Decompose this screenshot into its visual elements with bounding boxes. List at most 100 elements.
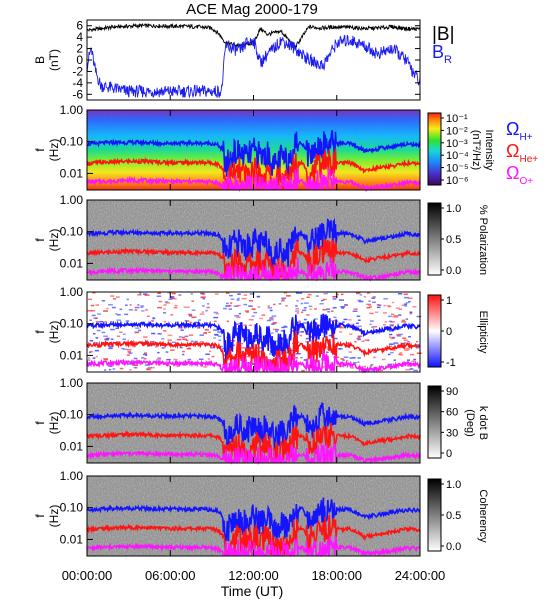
ellipticity-cell [228,304,232,307]
ellipticity-cell [166,358,171,361]
ellipticity-cell [391,343,395,345]
ellipticity-cell [372,301,376,303]
ellipticity-cell [392,336,395,339]
legend-subscript: O+ [519,176,533,187]
ellipticity-cell [171,297,175,300]
ellipticity-cell [325,346,331,348]
ellipticity-cell [321,331,325,334]
ellipticity-cell [253,311,258,314]
ellipticity-cell [116,296,120,298]
ellipticity-cell [209,350,212,353]
y-tick-label: 6 [76,19,83,33]
ellipticity-cell [382,324,387,326]
ellipticity-cell [353,308,358,310]
ellipticity-cell [356,292,361,294]
ellipticity-cell [184,335,189,338]
ellipticity-cell [125,320,130,322]
ellipticity-cell [398,327,401,330]
ellipticity-cell [355,322,359,324]
ellipticity-cell [269,317,274,319]
omega-he-line [86,148,421,190]
ellipticity-cell [269,309,273,312]
ellipticity-cell [205,309,208,312]
ellipticity-cell [208,331,211,333]
legend-omega-h: ΩH+ [506,119,533,143]
ellipticity-cell [213,320,217,323]
ellipticity-cell [241,347,246,349]
ellipticity-cell [180,329,184,331]
ellipticity-cell [129,304,132,306]
ellipticity-cell [356,337,361,339]
ellipticity-cell [328,334,334,337]
y-tick-label: 0.10 [60,317,84,331]
ellipticity-cell [134,306,140,309]
ellipticity-cell [364,339,370,341]
ellipticity-cell [126,349,132,351]
ellipticity-cell [303,318,307,321]
ellipticity-cell [357,338,361,341]
y-tick-label: 0.01 [60,256,84,270]
ellipticity-cell [246,355,250,358]
ellipticity-cell [295,292,300,294]
ellipticity-cell [116,341,120,343]
ellipticity-cell [398,353,401,356]
ellipticity-cell [229,294,233,297]
ellipticity-cell [112,306,116,309]
colorbar-tick-label: 10⁻⁴ [446,150,469,162]
time-tick-label: 00:00:00 [62,568,113,583]
ellipticity-cell [91,314,96,317]
ellipticity-cell [383,298,388,300]
ellipticity-cell [199,334,204,336]
k-dot-b-panel: 1.00 0.10 0.01 f (Hz) 90 60 30 0 k dot B(Deg) [33,376,489,466]
ellipticity-cell [244,310,249,312]
ellipticity-cell [183,306,187,308]
ellipticity-cell [303,359,308,361]
polarization-panel: 1.00 0.10 0.01 f (Hz) 1.0 0.5 0.0 % Polarization [33,193,489,282]
ellipticity-cell [96,329,101,332]
ellipticity-cell [133,345,136,348]
ellipticity-cell [286,345,290,347]
ellipticity-cell [339,327,344,329]
ellipticity-cell [218,339,222,342]
legend-omega-he: ΩHe+ [506,141,538,165]
ellipticity-cell [405,318,409,320]
ellipticity-cell [217,335,222,337]
ellipticity-cell [281,297,287,299]
ellipticity-cell [213,316,219,319]
ellipticity-cell [321,299,324,302]
ellipticity-cell [157,306,162,309]
ellipticity-cell [390,337,395,340]
ellipticity-cell [319,303,324,305]
ellipticity-cell [249,300,254,302]
ellipticity-cell [403,339,408,341]
ellipticity-cell [326,351,329,353]
time-tick-label: 06:00:00 [145,568,196,583]
ellipticity-cell [332,296,336,298]
ellipticity-cell [106,307,109,310]
ellipticity-cell [396,334,400,336]
ellipticity-cell [304,302,309,304]
ellipticity-cell [404,349,410,351]
ellipticity-cell [127,363,133,365]
ellipticity-cell [179,346,183,349]
ellipticity-cell [270,323,275,325]
ellipticity-cell [309,308,312,310]
ellipticity-cell [357,319,361,321]
colorbar-label: Intensity [483,130,495,171]
ellipticity-cell [379,369,384,372]
ellipticity-cell [322,298,326,301]
ellipticity-cell [234,315,240,317]
ellipticity-cell [407,336,412,338]
ellipticity-cell [397,293,403,295]
colorbar-tick-label: 60 [446,407,458,419]
ellipticity-cell [300,364,304,366]
ellipticity-cell [206,306,210,309]
ellipticity-cell [363,296,366,298]
ellipticity-cell [187,306,190,308]
colorbar [427,385,442,459]
colorbar-tick-label: 90 [446,386,458,398]
ellipticity-cell [389,336,392,338]
ellipticity-cell [97,313,101,315]
ellipticity-cell [322,309,328,311]
